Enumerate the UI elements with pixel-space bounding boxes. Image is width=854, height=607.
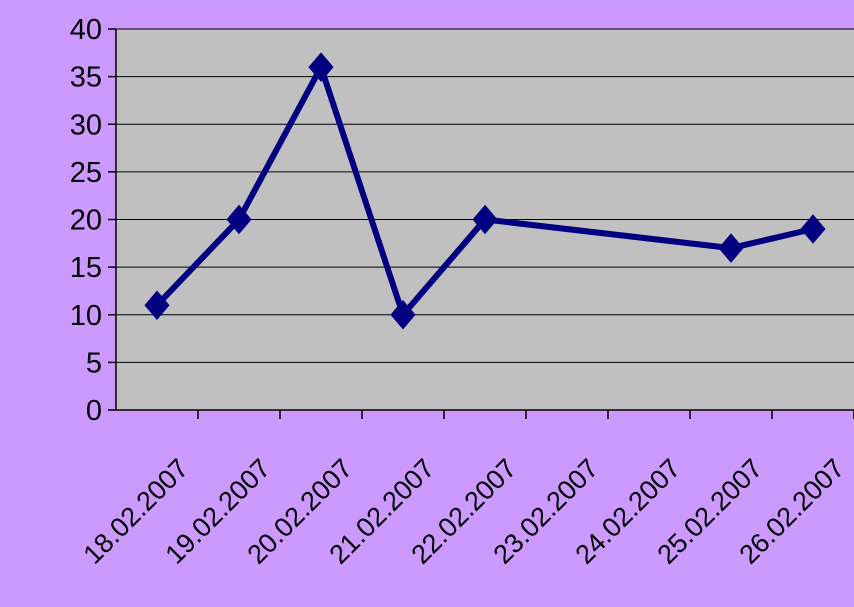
y-tick-label: 30 <box>70 109 102 141</box>
y-tick-label: 10 <box>70 300 102 332</box>
data-point-marker <box>390 299 416 330</box>
y-tick-label: 35 <box>70 62 102 94</box>
y-tick-label: 15 <box>70 252 102 284</box>
x-axis-ticks: 18.02.200719.02.200720.02.200721.02.2007… <box>77 410 854 570</box>
y-tick-label: 25 <box>70 157 102 189</box>
data-point-marker <box>144 290 170 320</box>
data-point-marker <box>308 52 334 82</box>
y-axis-ticks: 0 5 10 15 20 25 30 35 40 <box>70 14 116 427</box>
data-point-marker <box>226 204 252 235</box>
data-point-marker <box>800 214 826 244</box>
series-group <box>144 52 826 330</box>
data-point-marker <box>718 233 744 263</box>
y-tick-label: 40 <box>70 14 102 46</box>
data-point-marker <box>472 204 498 235</box>
y-tick-label: 20 <box>70 205 102 237</box>
y-tick-label: 0 <box>86 395 102 427</box>
y-tick-label: 5 <box>86 347 102 379</box>
